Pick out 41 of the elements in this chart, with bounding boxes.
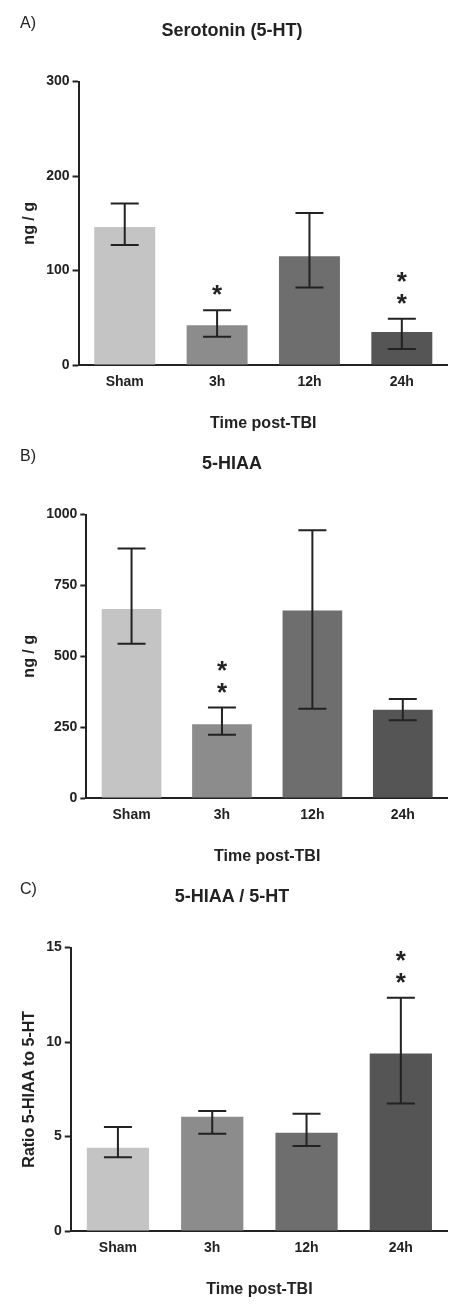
x-tick-label: 3h	[204, 1239, 221, 1256]
x-tick-label: 24h	[390, 806, 415, 823]
x-tick-label: Sham	[112, 806, 151, 823]
y-tick-label: 1000	[46, 505, 78, 522]
x-tick-label: 3h	[213, 806, 231, 823]
y-tick-label: 0	[61, 355, 70, 372]
y-tick-label: 300	[46, 72, 70, 89]
x-tick-label: 24h	[388, 1239, 413, 1256]
chart-title: 5-HIAA	[201, 452, 263, 473]
y-tick-label: 0	[53, 1221, 62, 1238]
y-tick-label: 250	[53, 718, 78, 735]
x-axis-title: Time post-TBI	[213, 846, 321, 864]
x-axis-title: Time post-TBI	[206, 1279, 313, 1297]
y-axis-title: ng / g	[20, 201, 38, 245]
y-tick-label: 200	[46, 166, 70, 183]
annotation: *	[395, 966, 407, 997]
y-tick-label: 0	[69, 788, 78, 805]
y-tick-label: 100	[46, 261, 70, 278]
y-tick-label: 5	[53, 1127, 62, 1144]
chart-title: 5-HIAA / 5-HT	[174, 885, 290, 906]
y-tick-label: 10	[46, 1032, 62, 1049]
x-tick-label: 24h	[389, 373, 414, 390]
text: C)	[20, 880, 37, 898]
x-tick-label: Sham	[105, 373, 144, 390]
x-tick-label: 12h	[294, 1239, 319, 1256]
text: B)	[20, 447, 36, 465]
annotation: *	[216, 676, 228, 707]
y-axis-title: ng / g	[20, 634, 38, 678]
y-axis-title: Ratio 5-HIAA to 5-HT	[20, 1010, 38, 1168]
x-tick-label: 12h	[300, 806, 325, 823]
x-tick-label: 12h	[297, 373, 322, 390]
chart-title: Serotonin (5-HT)	[161, 19, 303, 40]
x-tick-label: 3h	[208, 373, 226, 390]
y-tick-label: 500	[53, 647, 78, 664]
x-axis-title: Time post-TBI	[210, 413, 317, 431]
y-tick-label: 750	[53, 576, 78, 593]
y-tick-label: 15	[46, 938, 62, 955]
annotation: *	[212, 279, 224, 310]
annotation: *	[396, 287, 408, 318]
text: A)	[20, 14, 36, 32]
x-tick-label: Sham	[98, 1239, 137, 1256]
